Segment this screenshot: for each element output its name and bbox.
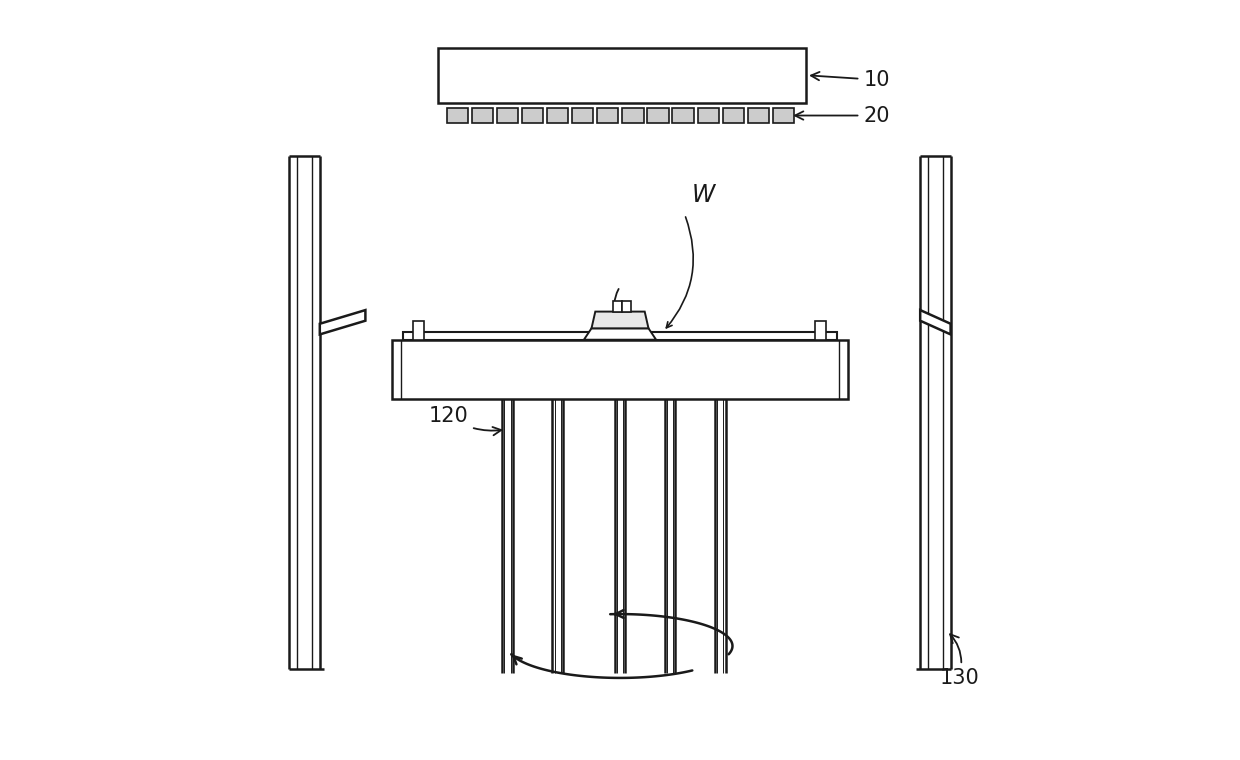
Bar [698, 108, 719, 123]
Bar [748, 108, 769, 123]
Bar [497, 108, 518, 123]
Bar [547, 108, 568, 123]
Bar [392, 340, 848, 399]
Text: 110: 110 [787, 363, 827, 382]
Bar [672, 108, 693, 123]
Bar [572, 108, 594, 123]
Bar [621, 301, 631, 312]
Bar [773, 108, 794, 123]
Bar [438, 48, 806, 103]
Text: 20: 20 [795, 106, 889, 125]
Text: 120: 120 [429, 407, 501, 435]
Bar [598, 108, 619, 123]
Bar [413, 321, 424, 340]
Bar [647, 108, 668, 123]
Bar [723, 108, 744, 123]
Bar [622, 108, 644, 123]
Polygon shape [591, 312, 649, 328]
Bar [471, 108, 494, 123]
Bar [403, 332, 837, 340]
Polygon shape [920, 310, 951, 334]
Text: W: W [692, 182, 715, 207]
Bar [446, 108, 467, 123]
Bar [522, 108, 543, 123]
Text: 130: 130 [939, 635, 978, 688]
Polygon shape [584, 328, 656, 340]
Bar [613, 301, 621, 312]
Text: 10: 10 [811, 70, 889, 90]
Bar [816, 321, 826, 340]
Polygon shape [320, 310, 366, 334]
